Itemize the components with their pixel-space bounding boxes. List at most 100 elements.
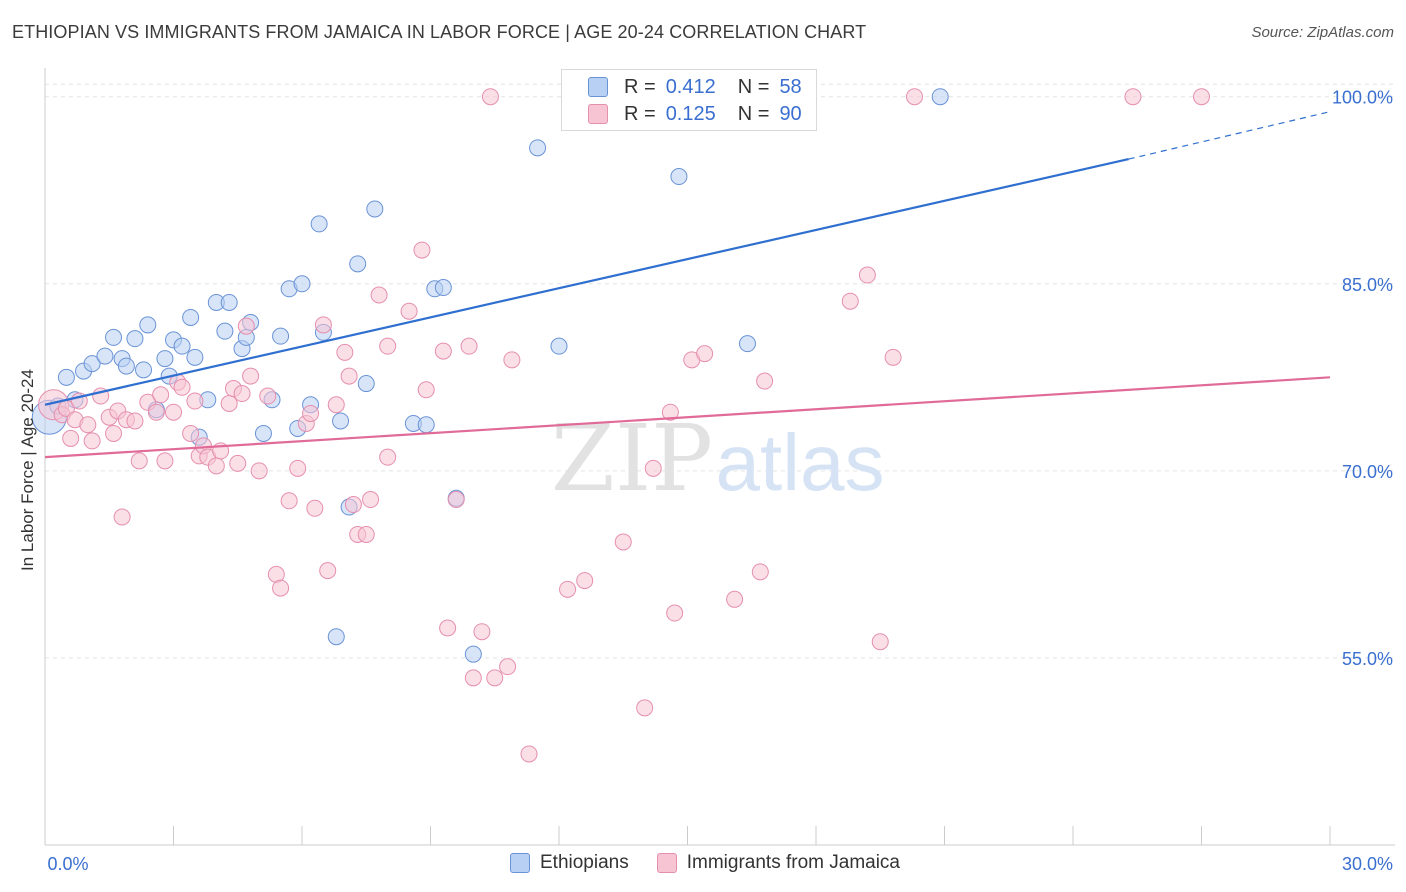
ethiopian-point <box>357 375 375 393</box>
jamaica-point <box>259 387 277 405</box>
jamaica-point <box>237 317 255 335</box>
jamaica-point <box>152 386 170 404</box>
legend-r-value-ethiopians: 0.412 <box>665 75 716 98</box>
jamaica-point <box>62 429 80 447</box>
ethiopian-point <box>670 168 688 186</box>
jamaica-point <box>306 499 324 517</box>
legend-row-jamaica: R = 0.125 N = 90 <box>588 101 802 127</box>
jamaica-point <box>79 416 97 434</box>
jamaica-point <box>884 348 902 366</box>
jamaica-point <box>379 337 397 355</box>
ethiopian-point <box>216 322 234 340</box>
trend-line-jamaica <box>44 376 1331 459</box>
jamaica-point <box>614 533 632 551</box>
jamaica-point <box>379 448 397 466</box>
jamaica-point <box>439 619 457 637</box>
trend-line-ethiopians-extension <box>1128 111 1331 160</box>
jamaica-point <box>751 563 769 581</box>
ethiopian-point <box>83 355 101 373</box>
y-tick-label: 70.0% <box>1342 462 1393 482</box>
legend-row-ethiopians: R = 0.412 N = 58 <box>588 74 802 100</box>
jamaica-point <box>434 342 452 360</box>
ethiopian-point <box>464 645 482 663</box>
jamaica-point <box>289 459 307 477</box>
trend-line-ethiopians <box>44 157 1129 406</box>
jamaica-point <box>661 403 679 421</box>
ethiopian-point <box>96 347 114 365</box>
legend-item-ethiopians[interactable]: Ethiopians <box>510 852 629 874</box>
jamaica-point <box>871 633 889 651</box>
ethiopian-point <box>327 628 345 646</box>
jamaica-point <box>83 432 101 450</box>
jamaica-point <box>636 699 654 717</box>
ethiopian-point <box>366 200 384 218</box>
legend-swatch-jamaica <box>656 853 677 873</box>
legend-item-jamaica[interactable]: Immigrants from Jamaica <box>656 852 901 874</box>
ethiopian-point <box>57 368 75 386</box>
legend-swatch-ethiopians <box>510 853 530 873</box>
tick-labels: 55.0% 70.0% 85.0% 100.0% 0.0% 30.0% <box>47 88 1393 874</box>
ethiopian-point <box>186 348 204 366</box>
jamaica-point <box>400 302 418 320</box>
jamaica-point <box>242 367 260 385</box>
jamaica-point <box>272 579 290 597</box>
legend-label-ethiopians: Ethiopians <box>540 852 629 873</box>
jamaica-point <box>696 345 714 363</box>
jamaica-point <box>726 590 744 608</box>
ethiopian-point <box>332 412 350 430</box>
ethiopian-point <box>931 88 949 106</box>
jamaica-point <box>105 424 123 442</box>
jamaica-point <box>229 454 247 472</box>
ethiopian-point <box>156 350 174 368</box>
ethiopian-point <box>182 308 200 326</box>
ethiopian-point <box>105 328 123 346</box>
ethiopian-point <box>738 335 756 353</box>
jamaica-point <box>207 457 225 475</box>
jamaica-point <box>336 343 354 361</box>
jamaica-point <box>413 241 431 259</box>
series-legend: Ethiopians Immigrants from Jamaica <box>510 852 928 874</box>
jamaica-point <box>559 580 577 598</box>
jamaica-point <box>841 292 859 310</box>
x-tick-label: 30.0% <box>1342 854 1393 874</box>
jamaica-point <box>644 459 662 477</box>
jamaica-point <box>362 491 380 509</box>
ethiopian-point <box>254 424 272 442</box>
legend-n-value-jamaica: 90 <box>779 102 802 125</box>
jamaica-point <box>464 669 482 687</box>
ethiopian-point <box>417 416 435 434</box>
ethiopian-point <box>220 293 238 311</box>
jamaica-point <box>756 372 774 390</box>
jamaica-point <box>126 412 144 430</box>
chart-title: ETHIOPIAN VS IMMIGRANTS FROM JAMAICA IN … <box>12 22 867 42</box>
legend-r-label: R = <box>624 75 656 98</box>
legend-swatch-jamaica <box>588 104 608 124</box>
watermark-zip: ZIP <box>551 405 713 512</box>
jamaica-point <box>520 745 538 763</box>
jamaica-point <box>319 562 337 580</box>
jamaica-point <box>156 452 174 470</box>
jamaica-point <box>499 658 517 676</box>
jamaica-point <box>250 462 268 480</box>
ethiopian-point <box>434 279 452 297</box>
jamaica-point <box>147 403 165 421</box>
chart-source: Source: ZipAtlas.com <box>1251 24 1394 41</box>
ethiopian-point <box>117 357 135 375</box>
trend-lines <box>44 111 1331 459</box>
legend-swatch-ethiopians <box>588 77 608 97</box>
legend-r-label: R = <box>624 102 656 125</box>
jamaica-point <box>344 496 362 514</box>
jamaica-point <box>357 525 375 543</box>
jamaica-point <box>173 378 191 396</box>
jamaica-point <box>473 623 491 641</box>
jamaica-point <box>130 452 148 470</box>
jamaica-point <box>1193 88 1210 106</box>
jamaica-point <box>314 316 332 334</box>
legend-label-jamaica: Immigrants from Jamaica <box>686 852 901 873</box>
y-tick-label: 100.0% <box>1332 88 1393 108</box>
ethiopian-point <box>272 327 290 345</box>
x-tick-label: 0.0% <box>47 854 88 874</box>
ethiopian-point <box>293 275 311 293</box>
jamaica-point <box>906 88 924 106</box>
